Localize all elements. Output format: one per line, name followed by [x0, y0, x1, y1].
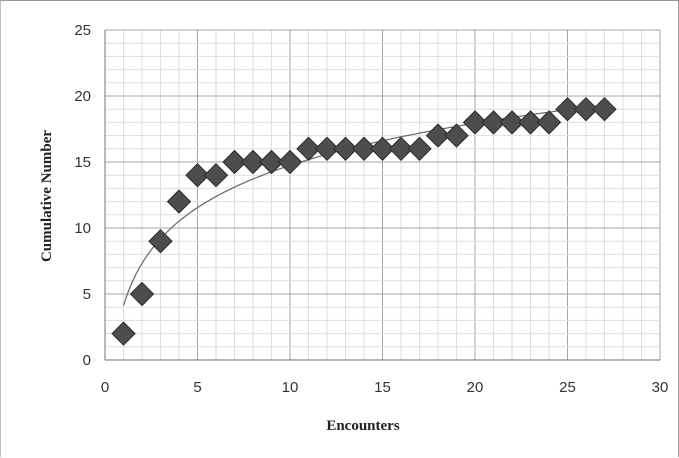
y-tick-label: 5	[83, 286, 91, 303]
data-point	[592, 96, 617, 122]
y-tick-labels: 0 5 10 15 20 25	[74, 22, 91, 369]
data-point	[425, 123, 451, 148]
data-point	[388, 136, 414, 162]
data-point	[573, 96, 599, 122]
data-point	[148, 228, 173, 254]
y-tick-label: 0	[83, 352, 91, 369]
data-point	[314, 136, 340, 162]
data-point	[333, 136, 358, 162]
data-point	[499, 110, 525, 135]
data-point	[481, 110, 506, 135]
data-point	[111, 321, 136, 346]
x-axis-title: Encounters	[326, 418, 400, 434]
data-point	[555, 96, 580, 122]
data-point	[407, 136, 432, 162]
data-point	[536, 110, 562, 135]
data-point	[222, 149, 247, 175]
y-tick-label: 20	[74, 88, 91, 105]
data-point	[518, 110, 543, 135]
x-tick-labels: 0 5 10 15 20 25 30	[101, 379, 669, 396]
data-point	[462, 110, 488, 135]
data-point	[259, 149, 284, 175]
y-axis-title: Cumulative Number	[39, 130, 55, 262]
data-point	[444, 123, 469, 148]
data-point	[351, 136, 377, 162]
data-point	[129, 281, 155, 307]
y-tick-label: 25	[74, 22, 91, 39]
data-point	[240, 149, 266, 175]
data-point	[185, 162, 210, 188]
data-points	[111, 96, 617, 346]
y-tick-label: 15	[74, 154, 91, 171]
x-tick-label: 30	[652, 379, 669, 396]
x-tick-label: 20	[467, 379, 484, 396]
x-tick-label: 10	[282, 379, 299, 396]
data-point	[277, 149, 303, 175]
data-point	[370, 136, 395, 162]
y-tick-label: 10	[74, 220, 91, 237]
x-tick-label: 15	[374, 379, 391, 396]
data-point	[296, 136, 321, 162]
x-tick-label: 0	[101, 379, 109, 396]
data-point	[203, 162, 229, 188]
data-point	[166, 189, 192, 214]
x-tick-label: 25	[559, 379, 576, 396]
x-tick-label: 5	[193, 379, 201, 396]
chart-grid	[104, 29, 661, 361]
